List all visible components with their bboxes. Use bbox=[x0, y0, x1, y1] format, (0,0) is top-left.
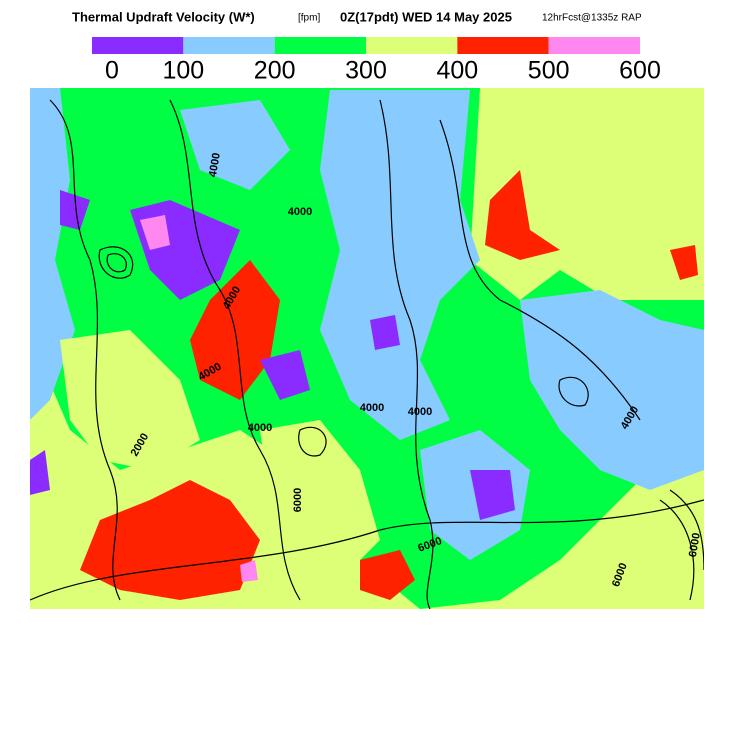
region bbox=[320, 90, 480, 440]
contour-label: 6000 bbox=[687, 532, 703, 558]
contour bbox=[379, 99, 434, 609]
region bbox=[80, 480, 260, 600]
contour bbox=[659, 489, 704, 601]
contours bbox=[30, 99, 704, 609]
region bbox=[30, 450, 50, 495]
region bbox=[470, 470, 515, 520]
legend-label: 0 bbox=[105, 57, 119, 85]
contour bbox=[49, 99, 121, 601]
region bbox=[370, 315, 400, 350]
contour bbox=[98, 246, 134, 279]
region bbox=[140, 215, 170, 250]
legend-label: 400 bbox=[436, 57, 478, 85]
legend-label: 500 bbox=[528, 57, 570, 85]
contour bbox=[558, 376, 589, 407]
legend-swatch bbox=[457, 37, 549, 54]
title: Thermal Updraft Velocity (W*) bbox=[72, 9, 255, 24]
legend-swatch bbox=[92, 37, 184, 54]
region bbox=[240, 560, 258, 582]
region bbox=[180, 100, 290, 190]
legend-swatch bbox=[548, 37, 640, 54]
valid-time: 0Z(17pdt) WED 14 May 2025 bbox=[340, 9, 512, 24]
forecast: 12hrFcst@1335z RAP bbox=[542, 13, 642, 24]
legend: 0 100 200 300 400 500 600 bbox=[92, 37, 661, 85]
region bbox=[670, 245, 698, 280]
region bbox=[60, 190, 90, 230]
contour-label: 4000 bbox=[408, 406, 432, 418]
legend-label: 200 bbox=[254, 57, 296, 85]
legend-label: 300 bbox=[345, 57, 387, 85]
contour-label: 4000 bbox=[207, 152, 223, 178]
units: [fpm] bbox=[298, 13, 320, 24]
contour-label: 4000 bbox=[288, 206, 312, 218]
contour bbox=[30, 499, 704, 601]
contour-label: 4000 bbox=[360, 402, 384, 414]
contour-label: 4000 bbox=[248, 422, 272, 434]
contour bbox=[298, 426, 327, 457]
region bbox=[485, 170, 560, 260]
contour bbox=[106, 253, 127, 273]
region bbox=[60, 330, 200, 470]
region bbox=[360, 550, 415, 600]
region bbox=[260, 350, 310, 400]
contour-label: 6000 bbox=[292, 488, 304, 512]
region bbox=[30, 88, 75, 420]
contour bbox=[439, 119, 641, 421]
legend-label: 100 bbox=[162, 57, 204, 85]
legend-label: 600 bbox=[619, 57, 661, 85]
contour bbox=[169, 99, 301, 601]
region bbox=[260, 420, 380, 580]
legend-swatch bbox=[366, 37, 458, 54]
legend-swatch bbox=[183, 37, 275, 54]
legend-swatch bbox=[274, 37, 366, 54]
